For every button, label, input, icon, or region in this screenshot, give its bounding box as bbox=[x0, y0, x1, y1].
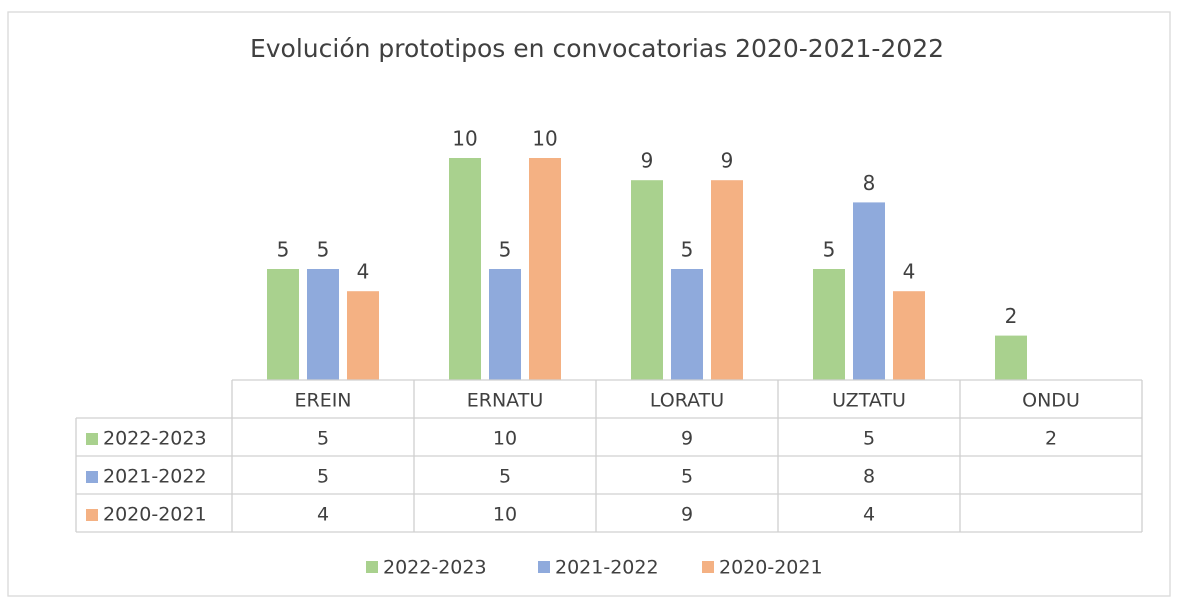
table-cell: 9 bbox=[681, 428, 693, 450]
table-series-label: 2020-2021 bbox=[103, 504, 207, 526]
data-label: 5 bbox=[823, 238, 836, 262]
data-label: 5 bbox=[317, 238, 330, 262]
bar bbox=[449, 158, 481, 380]
table-cell: 4 bbox=[317, 504, 329, 526]
bar bbox=[267, 269, 299, 380]
data-label: 9 bbox=[641, 149, 654, 173]
table-cell: 5 bbox=[499, 466, 511, 488]
table-cell: 5 bbox=[681, 466, 693, 488]
table-cell: 9 bbox=[681, 504, 693, 526]
table-cell: 10 bbox=[493, 504, 517, 526]
table-series-label: 2021-2022 bbox=[103, 466, 207, 488]
legend-label: 2020-2021 bbox=[719, 557, 823, 579]
bar bbox=[529, 158, 561, 380]
table-cell: 5 bbox=[317, 428, 329, 450]
legend-key bbox=[366, 561, 378, 573]
bar bbox=[347, 291, 379, 380]
table-legend-key bbox=[86, 471, 98, 483]
legend-label: 2021-2022 bbox=[555, 557, 659, 579]
data-label: 9 bbox=[721, 149, 734, 173]
category-label: LORATU bbox=[650, 390, 724, 412]
bar bbox=[711, 180, 743, 380]
bar bbox=[995, 335, 1027, 380]
chart-title: Evolución prototipos en convocatorias 20… bbox=[250, 34, 944, 63]
table-cell: 5 bbox=[317, 466, 329, 488]
bar bbox=[853, 202, 885, 380]
data-label: 4 bbox=[903, 260, 916, 284]
legend-key bbox=[538, 561, 550, 573]
data-label: 8 bbox=[863, 171, 876, 195]
category-label: ERNATU bbox=[467, 390, 543, 412]
table-legend-key bbox=[86, 433, 98, 445]
data-label: 10 bbox=[452, 127, 477, 151]
category-label: UZTATU bbox=[832, 390, 906, 412]
table-legend-key bbox=[86, 509, 98, 521]
table-cell: 4 bbox=[863, 504, 875, 526]
bar bbox=[671, 269, 703, 380]
table-series-label: 2022-2023 bbox=[103, 428, 207, 450]
category-label: EREIN bbox=[294, 390, 351, 412]
data-label: 5 bbox=[499, 238, 512, 262]
category-label: ONDU bbox=[1022, 390, 1080, 412]
data-label: 5 bbox=[277, 238, 290, 262]
data-label: 4 bbox=[357, 260, 370, 284]
data-label: 5 bbox=[681, 238, 694, 262]
table-cell: 2 bbox=[1045, 428, 1057, 450]
legend-key bbox=[702, 561, 714, 573]
data-label: 10 bbox=[532, 127, 557, 151]
bar bbox=[631, 180, 663, 380]
table-cell: 10 bbox=[493, 428, 517, 450]
legend-label: 2022-2023 bbox=[383, 557, 487, 579]
table-cell: 8 bbox=[863, 466, 875, 488]
bar bbox=[813, 269, 845, 380]
data-label: 2 bbox=[1005, 304, 1018, 328]
table-cell: 5 bbox=[863, 428, 875, 450]
bar bbox=[489, 269, 521, 380]
chart-frame bbox=[7, 11, 1171, 597]
bar bbox=[307, 269, 339, 380]
bar bbox=[893, 291, 925, 380]
